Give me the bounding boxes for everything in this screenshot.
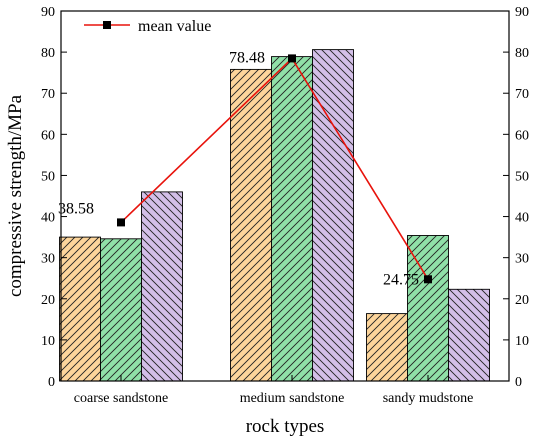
bar-sandy-mudstone-s3 [448, 288, 490, 382]
x-tick-label: coarse sandstone [74, 391, 168, 406]
y-tick-label-left: 0 [48, 375, 55, 390]
legend-label-mean-value: mean value [138, 18, 211, 35]
mean-line-layer: 38.58 78.48 24.75 [58, 49, 432, 288]
y-tick-label-left: 10 [41, 334, 55, 349]
y-tick-label-right: 90 [515, 5, 529, 20]
bar-coarse-sandstone-s2 [100, 238, 142, 382]
y-tick-label-right: 30 [515, 252, 529, 267]
bar-medium-sandstone-s3 [312, 49, 354, 382]
plot-frame [60, 10, 510, 382]
bar-medium-sandstone-s1 [230, 68, 272, 382]
y-tick-label-right: 50 [515, 169, 529, 184]
y-tick-label-left: 70 [41, 87, 55, 102]
mean-value-marker [424, 275, 432, 284]
y-tick-label-left: 30 [41, 252, 55, 267]
x-tick-label: medium sandstone [240, 391, 345, 406]
y-tick-label-right: 0 [515, 375, 522, 390]
y-tick-label-left: 40 [41, 211, 55, 226]
y-axis-title: compressive strength/MPa [5, 94, 26, 297]
y-tick-label-right: 80 [515, 46, 529, 61]
y-tick-label-left: 90 [41, 5, 55, 20]
bar-sandy-mudstone-s1 [366, 313, 408, 382]
x-axis-title: rock types [246, 416, 325, 437]
mean-value-label: 24.75 [383, 271, 419, 288]
bar-coarse-sandstone-s3 [141, 191, 183, 382]
y-tick-label-left: 60 [41, 128, 55, 143]
mean-value-label: 38.58 [58, 200, 94, 217]
bars-layer [59, 49, 490, 382]
mean-value-marker [288, 54, 296, 63]
bar-medium-sandstone-s2 [271, 56, 313, 382]
axes-layer: 0 0 10 10 20 20 30 30 40 40 50 50 60 60 70 70 80 80 90 90 co… [41, 5, 529, 406]
y-tick-label-left: 20 [41, 293, 55, 308]
bar-coarse-sandstone-s1 [59, 236, 101, 382]
y-tick-label-right: 40 [515, 211, 529, 226]
y-tick-label-left: 50 [41, 169, 55, 184]
x-tick-label: sandy mudstone [383, 391, 474, 406]
y-tick-label-right: 20 [515, 293, 529, 308]
legend: mean value [84, 18, 211, 35]
y-tick-label-right: 70 [515, 87, 529, 102]
y-tick-label-left: 80 [41, 46, 55, 61]
mean-value-marker [117, 218, 125, 227]
legend-marker [103, 21, 111, 29]
bar-sandy-mudstone-s2 [407, 235, 449, 382]
mean-value-label: 78.48 [229, 49, 265, 66]
y-tick-label-right: 10 [515, 334, 529, 349]
y-tick-label-right: 60 [515, 128, 529, 143]
